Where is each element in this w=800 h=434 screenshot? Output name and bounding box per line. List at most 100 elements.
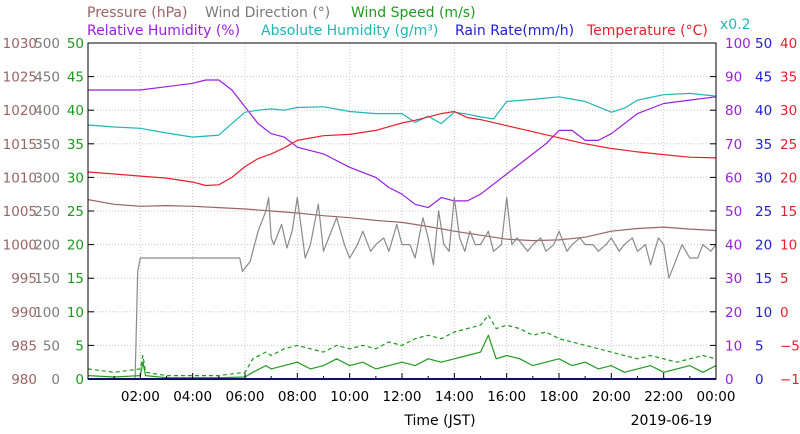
y-tick-label-humidity: 60 bbox=[725, 170, 742, 186]
y-tick-label-speed: 0 bbox=[75, 372, 84, 388]
chart-date: 2019-06-19 bbox=[631, 413, 712, 429]
series-wind-speed-m-s bbox=[87, 334, 717, 379]
series-relative-humidity bbox=[88, 79, 717, 209]
y-tick-label-speed: 25 bbox=[67, 204, 84, 220]
x-tick-label: 14:00 bbox=[435, 389, 474, 405]
y-tick-label-pressure: 1025 bbox=[3, 70, 37, 86]
y-tick-label-temperature: 25 bbox=[780, 137, 797, 153]
y-tick-label-temperature: 40 bbox=[780, 36, 797, 52]
y-tick-label-rain: 0 bbox=[755, 372, 764, 388]
series-wind-speed-max-m-s bbox=[87, 314, 717, 377]
y-tick-label-direction: 500 bbox=[34, 36, 60, 52]
y-tick-label-pressure: 995 bbox=[11, 271, 37, 287]
scale-note: x0.2 bbox=[720, 17, 751, 33]
series-temperature-c bbox=[87, 110, 717, 187]
y-tick-label-pressure: 1015 bbox=[3, 137, 37, 153]
x-tick-label: 20:00 bbox=[592, 389, 631, 405]
y-tick-label-speed: 45 bbox=[67, 70, 84, 86]
y-tick-label-rain: 10 bbox=[755, 305, 772, 321]
y-tick-label-humidity: 0 bbox=[725, 372, 734, 388]
y-tick-label-humidity: 10 bbox=[725, 338, 742, 354]
legend-relative-humidity: Relative Humidity (%) bbox=[87, 23, 240, 39]
x-tick-label: 04:00 bbox=[173, 389, 212, 405]
y-tick-label-temperature: −5 bbox=[780, 338, 800, 354]
y-tick-label-direction: 400 bbox=[34, 103, 60, 119]
y-tick-label-direction: 350 bbox=[34, 137, 60, 153]
y-tick-label-humidity: 70 bbox=[725, 137, 742, 153]
x-tick-label: 12:00 bbox=[383, 389, 422, 405]
y-tick-label-direction: 50 bbox=[43, 338, 60, 354]
y-tick-label-speed: 35 bbox=[67, 137, 84, 153]
y-axis-ticks: 9809859909951000100510101015102010251030… bbox=[3, 36, 800, 388]
y-tick-label-direction: 450 bbox=[34, 70, 60, 86]
y-tick-label-rain: 35 bbox=[755, 137, 772, 153]
legend-wind-speed: Wind Speed (m/s) bbox=[351, 5, 476, 21]
x-axis-label: Time (JST) bbox=[403, 413, 475, 429]
series-pressure-hpa bbox=[87, 199, 717, 242]
legend-pressure: Pressure (hPa) bbox=[87, 5, 187, 21]
y-tick-label-speed: 10 bbox=[67, 305, 84, 321]
y-tick-label-humidity: 30 bbox=[725, 271, 742, 287]
y-tick-label-direction: 100 bbox=[34, 305, 60, 321]
y-tick-label-pressure: 985 bbox=[11, 338, 37, 354]
y-tick-label-rain: 30 bbox=[755, 170, 772, 186]
y-tick-label-rain: 45 bbox=[755, 70, 772, 86]
y-tick-label-speed: 20 bbox=[67, 238, 84, 254]
x-tick-label: 08:00 bbox=[278, 389, 317, 405]
series-absolute-humidity-g-m bbox=[87, 92, 717, 138]
y-tick-label-direction: 150 bbox=[34, 271, 60, 287]
series-wind-direction bbox=[88, 197, 717, 380]
x-tick-label: 22:00 bbox=[644, 389, 683, 405]
y-tick-label-pressure: 1030 bbox=[3, 36, 37, 52]
y-tick-label-humidity: 100 bbox=[725, 36, 751, 52]
y-tick-label-speed: 50 bbox=[67, 36, 84, 52]
y-tick-label-temperature: 35 bbox=[780, 70, 797, 86]
y-tick-label-pressure: 980 bbox=[11, 372, 37, 388]
y-tick-label-direction: 300 bbox=[34, 170, 60, 186]
y-tick-label-rain: 20 bbox=[755, 238, 772, 254]
x-axis-ticks: 02:00 04:00 06:00 08:00 10:00 12:00 14:00 16:00… bbox=[113, 373, 736, 405]
y-tick-label-temperature: −10 bbox=[780, 372, 800, 388]
x-tick-label: 18:00 bbox=[540, 389, 579, 405]
y-tick-label-rain: 5 bbox=[755, 338, 764, 354]
y-tick-label-speed: 15 bbox=[67, 271, 84, 287]
y-tick-label-humidity: 40 bbox=[725, 238, 742, 254]
y-tick-label-humidity: 50 bbox=[725, 204, 742, 220]
y-tick-label-direction: 250 bbox=[34, 204, 60, 220]
y-tick-label-temperature: 10 bbox=[780, 238, 797, 254]
y-tick-label-speed: 5 bbox=[75, 338, 84, 354]
y-tick-label-pressure: 1020 bbox=[3, 103, 37, 119]
y-tick-label-rain: 25 bbox=[755, 204, 772, 220]
y-tick-label-speed: 40 bbox=[67, 103, 84, 119]
y-tick-label-temperature: 0 bbox=[780, 305, 789, 321]
x-tick-label: 00:00 bbox=[697, 389, 736, 405]
legend-wind-direction: Wind Direction (°) bbox=[205, 5, 330, 21]
y-tick-label-direction: 200 bbox=[34, 238, 60, 254]
legend-temperature: Temperature (°C) bbox=[586, 23, 708, 39]
x-tick-label: 06:00 bbox=[226, 389, 265, 405]
y-tick-label-humidity: 20 bbox=[725, 305, 742, 321]
y-tick-label-direction: 0 bbox=[51, 372, 60, 388]
y-tick-label-pressure: 1000 bbox=[3, 238, 37, 254]
grid-lines bbox=[88, 43, 716, 379]
x-tick-label: 16:00 bbox=[487, 389, 526, 405]
legend: Pressure (hPa) Wind Direction (°) Wind S… bbox=[87, 5, 751, 39]
y-tick-label-speed: 30 bbox=[67, 170, 84, 186]
x-tick-label: 10:00 bbox=[330, 389, 369, 405]
y-tick-label-temperature: 20 bbox=[780, 170, 797, 186]
y-tick-label-rain: 15 bbox=[755, 271, 772, 287]
x-tick-label: 02:00 bbox=[121, 389, 160, 405]
legend-absolute-humidity: Absolute Humidity (g/m³) bbox=[261, 23, 438, 39]
y-tick-label-humidity: 90 bbox=[725, 70, 742, 86]
y-tick-label-temperature: 30 bbox=[780, 103, 797, 119]
y-tick-label-temperature: 5 bbox=[780, 271, 789, 287]
y-tick-label-rain: 40 bbox=[755, 103, 772, 119]
y-tick-label-temperature: 15 bbox=[780, 204, 797, 220]
y-tick-label-pressure: 1010 bbox=[3, 170, 37, 186]
y-tick-label-pressure: 990 bbox=[11, 305, 37, 321]
y-tick-label-pressure: 1005 bbox=[3, 204, 37, 220]
legend-rain-rate: Rain Rate(mm/h) bbox=[455, 23, 574, 39]
y-tick-label-humidity: 80 bbox=[725, 103, 742, 119]
y-tick-label-rain: 50 bbox=[755, 36, 772, 52]
